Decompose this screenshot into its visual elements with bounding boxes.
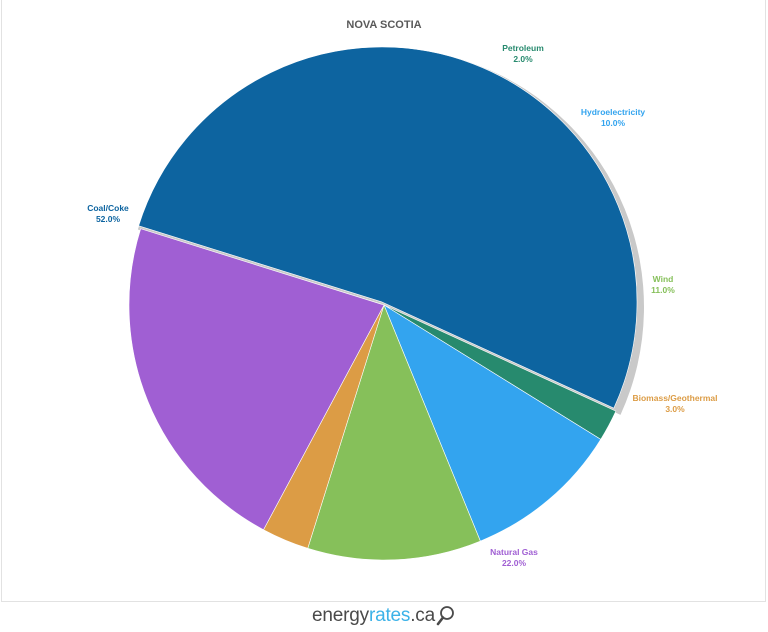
slice-label-biomass-geothermal: Biomass/Geothermal: [632, 393, 717, 403]
slice-label-hydroelectricity: Hydroelectricity: [581, 107, 646, 117]
logo-wordmark: energy rates .ca: [312, 605, 435, 627]
logo-brand-text: energy: [312, 605, 369, 626]
slice-label-petroleum: Petroleum: [502, 43, 544, 53]
logo-accent-text: rates: [368, 605, 411, 626]
slice-wind: [307, 304, 481, 561]
slice-value-label-hydroelectricity: 10.0%: [601, 118, 626, 128]
slices-layer: [128, 46, 645, 561]
slice-natural-gas: [128, 228, 385, 531]
slice-hydroelectricity: [383, 304, 602, 542]
chart-title: NOVA SCOTIA: [346, 19, 421, 31]
chart-frame: [1, 0, 766, 602]
slice-coal-coke: [138, 46, 638, 409]
slice-value-label-wind: 11.0%: [651, 285, 675, 295]
slice-label-natural-gas: Natural Gas: [490, 547, 538, 557]
slice-value-label-natural-gas: 22.0%: [502, 558, 527, 568]
logo-suffix-text: .ca: [410, 605, 435, 626]
magnifier-icon: [436, 606, 454, 626]
slice-value-label-petroleum: 2.0%: [513, 54, 533, 64]
energyrates-logo: energy rates .ca: [0, 600, 768, 632]
slice-label-coal-coke: Coal/Coke: [87, 203, 129, 213]
slice-label-wind: Wind: [653, 274, 674, 284]
slice-value-label-coal-coke: 52.0%: [96, 214, 121, 224]
slice-value-label-biomass-geothermal: 3.0%: [665, 404, 685, 414]
